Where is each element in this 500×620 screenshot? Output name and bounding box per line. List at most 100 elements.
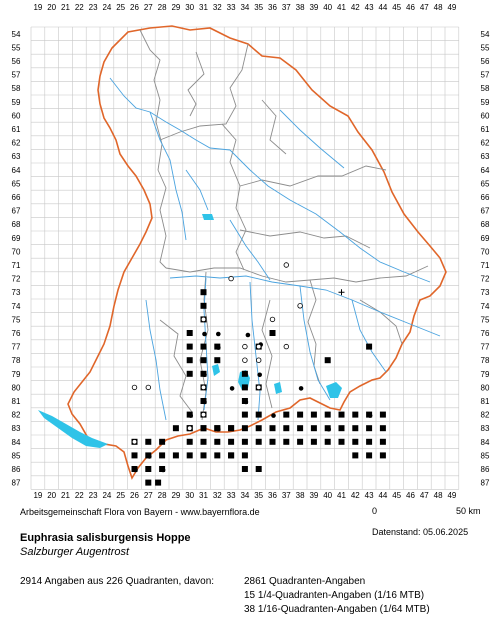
- marker-ring: [131, 439, 138, 445]
- row-label-left: 80: [12, 383, 21, 392]
- row-label-right: 81: [481, 397, 490, 406]
- row-label-right: 65: [481, 179, 490, 188]
- col-label-bottom: 41: [337, 491, 346, 500]
- col-label-bottom: 43: [365, 491, 374, 500]
- marker-square: [214, 357, 221, 364]
- col-label-bottom: 24: [102, 491, 111, 500]
- row-label-left: 78: [12, 356, 21, 365]
- col-label-top: 40: [323, 3, 332, 12]
- col-label-top: 39: [309, 3, 318, 12]
- col-label-bottom: 48: [434, 491, 443, 500]
- marker-dot: [271, 413, 276, 418]
- row-label-left: 82: [12, 411, 21, 420]
- marker-ring: [269, 316, 276, 323]
- row-label-left: 57: [12, 71, 21, 80]
- col-label-bottom: 49: [447, 491, 456, 500]
- marker-square: [379, 425, 386, 432]
- marker-square: [255, 425, 262, 432]
- row-label-right: 82: [481, 411, 490, 420]
- marker-square: [352, 411, 359, 418]
- marker-square: [186, 438, 193, 445]
- stats-summary: 2914 Angaben aus 226 Quadranten, davon:: [20, 576, 215, 587]
- marker-square: [324, 438, 331, 445]
- marker-square: [352, 452, 359, 459]
- column-labels-bottom: 19 20 21 22 23 24 25 26 27 28 29 30 31 32 33 34 35 36 37 38…: [33, 491, 456, 500]
- row-label-left: 66: [12, 193, 21, 202]
- row-label-left: 76: [12, 329, 21, 338]
- marker-ring: [200, 411, 207, 418]
- stats-quadrant: 2861 Quadranten-Angaben: [244, 576, 366, 587]
- marker-square: [241, 384, 248, 391]
- row-label-right: 64: [481, 166, 490, 175]
- marker-dot: [202, 331, 207, 337]
- col-label-bottom: 29: [171, 491, 180, 500]
- marker-ring: [131, 384, 138, 391]
- row-label-right: 83: [481, 424, 490, 433]
- marker-square: [145, 466, 152, 472]
- marker-square: [269, 330, 276, 336]
- row-label-left: 60: [12, 111, 21, 120]
- marker-square: [310, 438, 317, 445]
- col-label-top: 41: [337, 3, 346, 12]
- marker-square: [200, 452, 207, 459]
- col-label-top: 30: [185, 3, 194, 12]
- row-label-left: 54: [12, 30, 21, 39]
- marker-square: [352, 438, 359, 445]
- row-label-left: 84: [12, 438, 21, 447]
- col-label-top: 34: [240, 3, 249, 12]
- col-label-bottom: 39: [309, 491, 318, 500]
- marker-square: [145, 438, 152, 445]
- col-label-top: 26: [130, 3, 139, 12]
- row-label-left: 64: [12, 166, 21, 175]
- col-label-top: 22: [75, 3, 84, 12]
- col-label-top: 46: [406, 3, 415, 12]
- marker-square: [200, 302, 207, 309]
- marker-square: [379, 438, 386, 445]
- col-label-top: 24: [102, 3, 111, 12]
- row-label-right: 71: [481, 261, 490, 270]
- col-label-top: 35: [254, 3, 263, 12]
- col-label-top: 31: [199, 3, 208, 12]
- col-label-top: 38: [296, 3, 305, 12]
- stats-sixteenth-quadrant: 38 1/16-Quadranten-Angaben (1/64 MTB): [244, 604, 430, 615]
- marker-square: [338, 438, 345, 445]
- marker-square: [214, 452, 221, 459]
- col-label-bottom: 30: [185, 491, 194, 500]
- row-labels-left: 54 55 56 57 58 59 60 61 62 63 64 65 66 67 68 69 70 71 72 73…: [12, 30, 21, 488]
- marker-square: [241, 452, 248, 459]
- marker-square: [241, 466, 248, 472]
- row-label-right: 54: [481, 30, 490, 39]
- marker-dot: [133, 467, 138, 473]
- col-label-bottom: 35: [254, 491, 263, 500]
- row-label-right: 87: [481, 479, 490, 488]
- marker-square: [214, 438, 221, 445]
- row-label-right: 72: [481, 275, 490, 284]
- col-label-top: 20: [47, 3, 56, 12]
- row-label-right: 84: [481, 438, 490, 447]
- marker-square: [324, 411, 331, 418]
- marker-square: [352, 425, 359, 432]
- date-stamp: Datenstand: 05.06.2025: [372, 527, 469, 537]
- marker-square: [255, 466, 262, 472]
- marker-square: [186, 357, 193, 364]
- marker-square: [228, 438, 235, 445]
- marker-dot: [147, 454, 152, 459]
- marker-square: [155, 479, 162, 486]
- row-label-right: 59: [481, 98, 490, 107]
- marker-dot: [202, 399, 207, 405]
- row-label-right: 75: [481, 315, 490, 324]
- marker-square: [255, 411, 262, 418]
- marker-square: [310, 425, 317, 432]
- marker-square: [379, 411, 386, 418]
- marker-square: [269, 438, 276, 445]
- row-label-right: 63: [481, 152, 490, 161]
- row-label-right: 86: [481, 465, 490, 474]
- row-label-right: 68: [481, 220, 490, 229]
- marker-square: [159, 438, 166, 445]
- district-borders: [139, 29, 429, 421]
- col-label-bottom: 26: [130, 491, 139, 500]
- row-label-left: 85: [12, 451, 21, 460]
- row-label-left: 72: [12, 275, 21, 284]
- col-label-bottom: 46: [406, 491, 415, 500]
- col-label-bottom: 31: [199, 491, 208, 500]
